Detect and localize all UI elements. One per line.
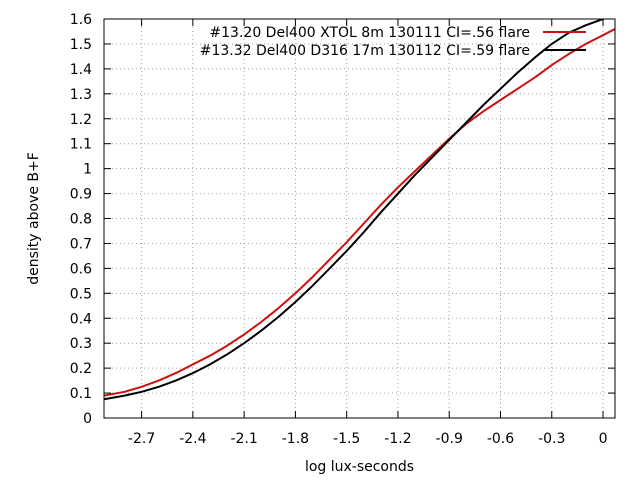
y-tick-label: 1.5 bbox=[70, 37, 92, 53]
y-tick-label: 0 bbox=[83, 411, 92, 427]
legend-label-2: #13.32 Del400 D316 17m 130112 CI=.59 fla… bbox=[200, 43, 530, 59]
x-tick-label: -2.7 bbox=[128, 431, 155, 447]
y-tick-label: 0.9 bbox=[70, 187, 92, 203]
y-tick-label: 1.1 bbox=[70, 137, 92, 153]
series-line-2 bbox=[104, 19, 606, 401]
x-axis-label: log lux-seconds bbox=[305, 459, 414, 475]
y-axis-label: density above B+F bbox=[26, 152, 42, 285]
y-tick-label: 0.5 bbox=[70, 286, 92, 302]
x-tick-label: -2.4 bbox=[179, 431, 206, 447]
x-tick-label: -0.9 bbox=[436, 431, 463, 447]
y-tick-label: 1.6 bbox=[70, 12, 92, 28]
y-tick-label: 0.7 bbox=[70, 236, 92, 252]
y-tick-label: 1.3 bbox=[70, 87, 92, 103]
legend-label-1: #13.20 Del400 XTOL 8m 130111 CI=.56 flar… bbox=[209, 25, 530, 41]
x-tick-label: -1.5 bbox=[333, 431, 360, 447]
y-tick-label: 0.6 bbox=[70, 261, 92, 277]
y-tick-label: 0.3 bbox=[70, 336, 92, 352]
x-tick-label: -1.2 bbox=[384, 431, 411, 447]
y-tick-label: 1.2 bbox=[70, 112, 92, 128]
series-lines bbox=[104, 19, 615, 401]
x-tick-label: -2.1 bbox=[230, 431, 257, 447]
y-tick-label: 0.1 bbox=[70, 386, 92, 402]
y-tick-label: 0.8 bbox=[70, 212, 92, 228]
axis-ticks: 0 0.1 0.2 0.3 0.4 0.5 0.6 0.7 0.8 0.9 1 1.1 1.2 1.3 1.… bbox=[70, 12, 615, 447]
legend: #13.20 Del400 XTOL 8m 130111 CI=.56 flar… bbox=[200, 25, 586, 59]
x-tick-label: -0.6 bbox=[487, 431, 514, 447]
series-line-1 bbox=[104, 28, 615, 397]
x-tick-label: 0 bbox=[599, 431, 608, 447]
y-tick-label: 1 bbox=[83, 162, 92, 178]
grid bbox=[104, 19, 615, 418]
y-tick-label: 0.4 bbox=[70, 311, 92, 327]
y-tick-label: 0.2 bbox=[70, 361, 92, 377]
x-tick-label: -1.8 bbox=[282, 431, 309, 447]
y-tick-label: 1.4 bbox=[70, 62, 92, 78]
x-tick-label: -0.3 bbox=[538, 431, 565, 447]
